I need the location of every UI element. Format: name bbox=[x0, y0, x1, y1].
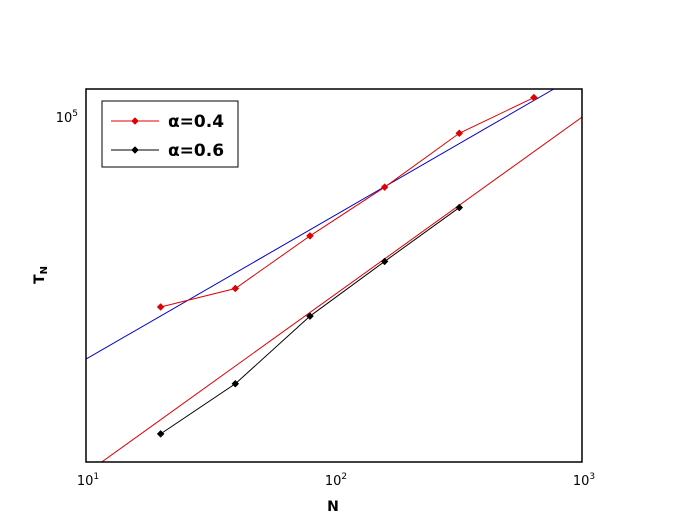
fit-lines bbox=[86, 89, 582, 462]
legend-label: α=0.6 bbox=[168, 141, 224, 161]
series-2-point bbox=[156, 430, 165, 438]
x-tick-label: 103 bbox=[573, 472, 595, 489]
series-2-point bbox=[231, 379, 240, 388]
series-1-point bbox=[380, 183, 389, 192]
series-2-point bbox=[380, 257, 389, 266]
y-tick-label-exponent: 5 bbox=[72, 109, 78, 119]
series-2-point bbox=[306, 312, 314, 321]
y-tick-label: 105 bbox=[56, 109, 78, 126]
y-axis-title: TN bbox=[32, 266, 50, 284]
series-layer bbox=[156, 93, 538, 438]
x-tick-label-exponent: 3 bbox=[589, 472, 595, 482]
series-2-point bbox=[455, 203, 464, 212]
legend-marker bbox=[131, 117, 139, 125]
x-tick-label-base: 10 bbox=[573, 474, 590, 489]
y-axis: 105 bbox=[56, 109, 78, 126]
fit-line-2 bbox=[100, 116, 582, 462]
x-tick-label-exponent: 1 bbox=[93, 472, 99, 482]
x-tick-label-base: 10 bbox=[325, 474, 342, 489]
series-1-point bbox=[530, 93, 538, 102]
legend-marker bbox=[131, 146, 139, 154]
y-tick-label-base: 10 bbox=[56, 111, 73, 126]
x-tick-label-exponent: 2 bbox=[341, 472, 347, 482]
legend-box bbox=[101, 100, 239, 168]
y-axis-title-main: T bbox=[32, 274, 48, 284]
series-1-point bbox=[156, 303, 165, 311]
series-1-point bbox=[455, 129, 464, 138]
x-tick-label: 101 bbox=[77, 472, 99, 489]
legend: α=0.4 α=0.6 bbox=[101, 100, 239, 168]
x-tick-label: 102 bbox=[325, 472, 347, 489]
fit-line-1 bbox=[86, 89, 555, 360]
legend-label: α=0.4 bbox=[168, 112, 224, 132]
series-1-point bbox=[231, 284, 240, 293]
plot-frame bbox=[85, 88, 583, 463]
legend-entries: α=0.4 α=0.6 bbox=[111, 112, 224, 161]
y-axis-title-subscript: N bbox=[39, 266, 50, 274]
series-1-point bbox=[306, 232, 314, 240]
series-line-1 bbox=[160, 97, 535, 308]
x-axis: 101 102 103 bbox=[77, 472, 595, 489]
x-tick-label-base: 10 bbox=[77, 474, 94, 489]
x-axis-title: N bbox=[327, 499, 339, 515]
